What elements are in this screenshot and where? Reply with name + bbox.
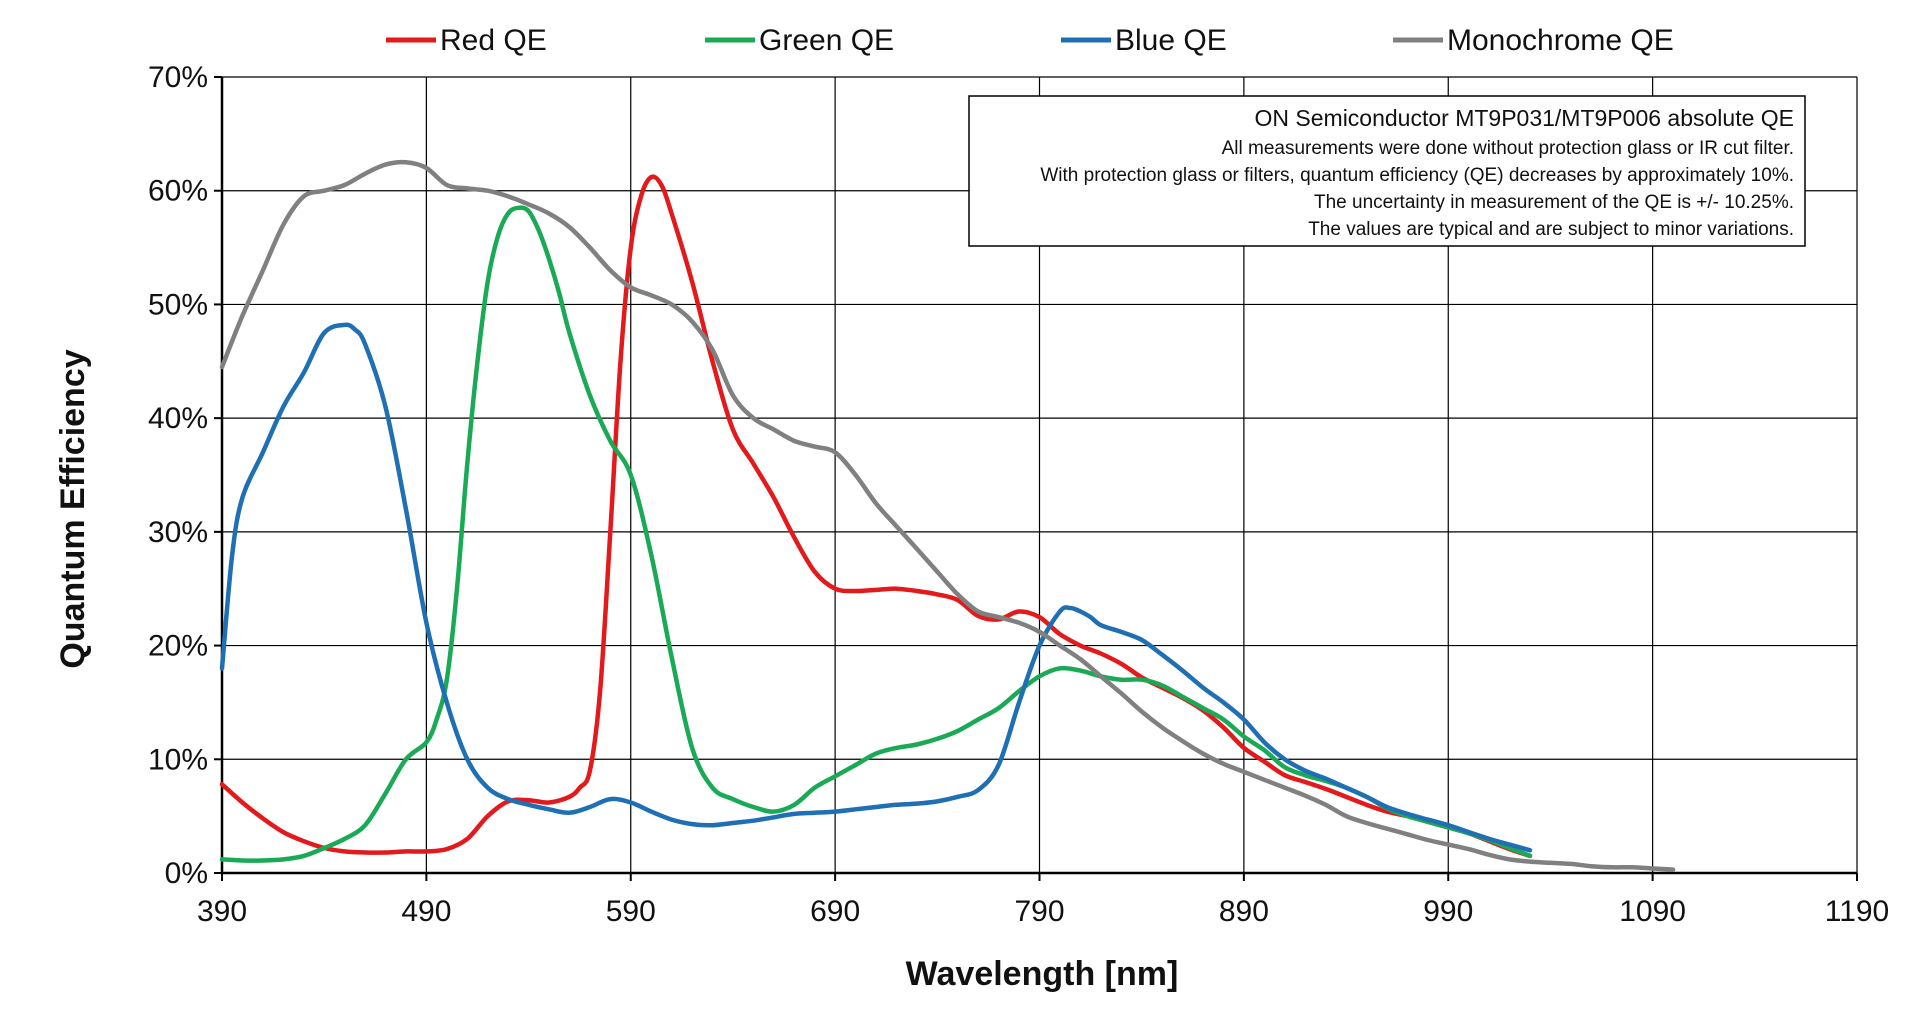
- annotation-title: ON Semiconductor MT9P031/MT9P006 absolut…: [1255, 105, 1794, 131]
- annotation-frame: [968, 95, 1806, 247]
- x-tick-label: 390: [197, 895, 247, 928]
- y-axis-title: Quantum Efficiency: [54, 349, 92, 668]
- x-tick-label: 790: [1014, 895, 1064, 928]
- x-tick-label: 890: [1219, 895, 1269, 928]
- x-tick-label: 490: [401, 895, 451, 928]
- annotation-line: The values are typical and are subject t…: [1308, 219, 1794, 240]
- annotation-line: With protection glass or filters, quantu…: [1040, 165, 1794, 186]
- x-tick-label: 590: [606, 895, 656, 928]
- annotation-line: All measurements were done without prote…: [1222, 138, 1794, 159]
- series-line-green-qe: [219, 205, 1533, 863]
- axes: 0% 10% 20% 30% 40% 50% 60% 70% 390 490 590 690 790 89…: [148, 61, 1889, 928]
- legend: Red QE Green QE Blue QE Monochrome QE: [386, 24, 1674, 57]
- x-tick-label: 1090: [1619, 895, 1686, 928]
- series-line-monochrome-qe: [219, 159, 1676, 872]
- annotation-line: The uncertainty in measurement of the QE…: [1314, 192, 1794, 213]
- legend-label-blue-qe: Blue QE: [1115, 24, 1227, 57]
- y-tick-label: 50%: [148, 288, 208, 321]
- y-tick-label: 40%: [148, 402, 208, 435]
- x-tick-label: 990: [1423, 895, 1473, 928]
- legend-label-monochrome-qe: Monochrome QE: [1447, 24, 1674, 57]
- y-tick-label: 10%: [148, 743, 208, 776]
- y-tick-label: 30%: [148, 516, 208, 549]
- annotation-box: ON Semiconductor MT9P031/MT9P006 absolut…: [968, 95, 1806, 247]
- x-tick-label: 690: [810, 895, 860, 928]
- legend-label-green-qe: Green QE: [759, 24, 894, 57]
- y-tick-label: 20%: [148, 630, 208, 663]
- series-line-red-qe: [219, 174, 1533, 859]
- y-tick-label: 70%: [148, 61, 208, 94]
- y-tick-label: 60%: [148, 175, 208, 208]
- series-line-blue-qe: [219, 322, 1533, 853]
- y-tick-label: 0%: [165, 857, 208, 890]
- legend-label-red-qe: Red QE: [440, 24, 547, 57]
- x-axis-title: Wavelength [nm]: [906, 955, 1179, 993]
- x-tick-label: 1190: [1825, 895, 1890, 928]
- series-lines: [219, 159, 1676, 872]
